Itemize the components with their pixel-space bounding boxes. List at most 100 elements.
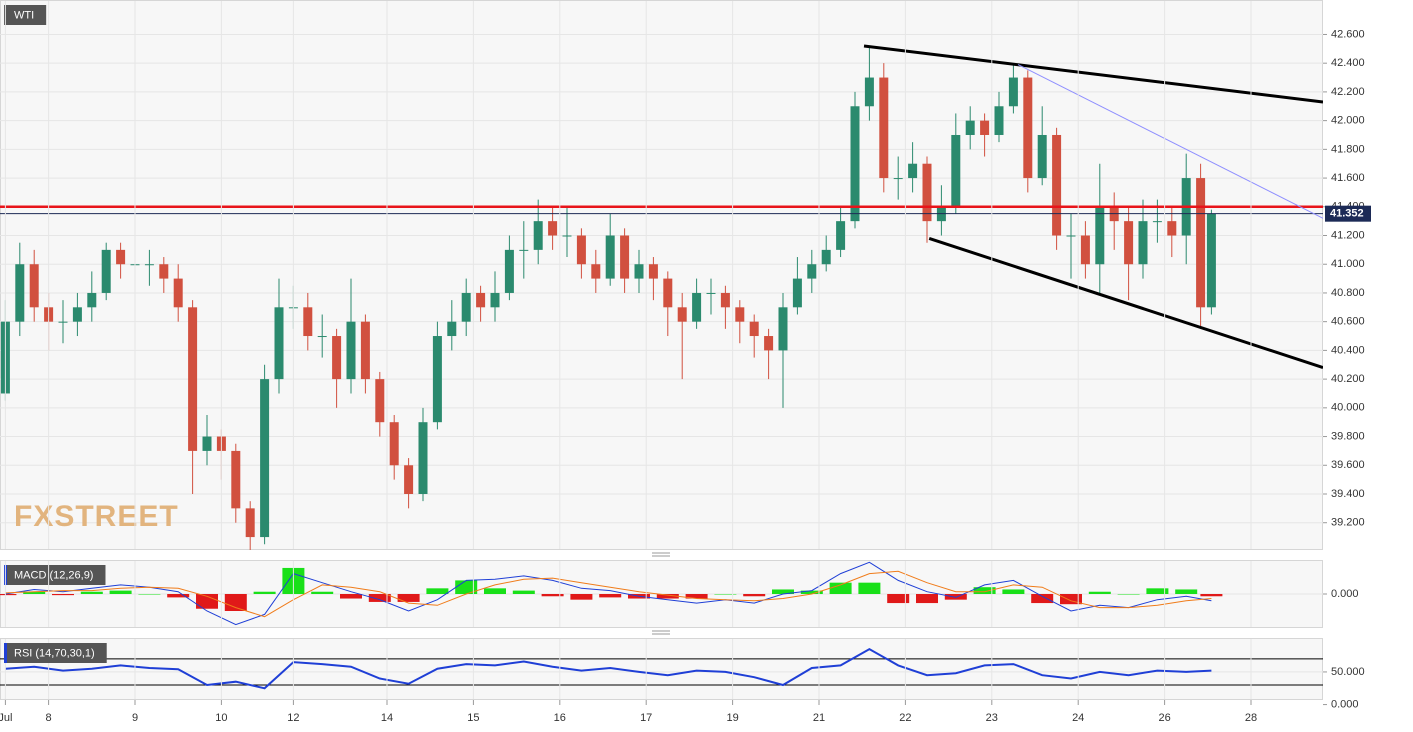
x-tick-label: 14 — [381, 712, 393, 724]
candle-body — [245, 508, 255, 538]
macd-histogram-bar — [196, 594, 218, 609]
candle-body — [749, 321, 759, 337]
candle-body — [677, 307, 687, 322]
title-box — [4, 565, 106, 585]
macd-histogram-bar — [887, 594, 910, 604]
macd-histogram-bar — [253, 591, 276, 594]
last-price-tag — [1325, 205, 1371, 222]
title-box — [4, 643, 107, 663]
candle-body — [1152, 221, 1162, 223]
macd-histogram-bar — [484, 588, 506, 594]
candle-body — [504, 249, 514, 293]
trendline — [863, 44, 1323, 104]
y-tick-label: 39.400 — [1331, 488, 1365, 500]
macd-histogram-bar — [944, 594, 967, 600]
candle-body — [447, 321, 457, 337]
x-tick-label: 10 — [215, 712, 227, 724]
x-tick-label: 28 — [1245, 712, 1257, 724]
y-tick-label: 39.200 — [1331, 517, 1365, 529]
candle-body — [864, 77, 874, 107]
candle-body — [476, 292, 486, 308]
macd-histogram-bar — [800, 590, 823, 594]
x-tick-label: 19 — [726, 712, 738, 724]
candle-body — [792, 278, 802, 308]
macd-histogram-bar — [916, 594, 938, 604]
candle-body — [605, 235, 615, 279]
macd-line — [5, 561, 1212, 626]
candle-body — [1052, 134, 1062, 236]
panel — [0, 638, 1323, 700]
candle-body — [994, 106, 1004, 135]
candle-body — [317, 336, 327, 338]
panel-content — [0, 33, 1323, 550]
macd-histogram-bar — [311, 591, 334, 594]
candle-body — [1095, 206, 1105, 265]
x-tick-label: 15 — [467, 712, 479, 724]
candle-body — [548, 221, 558, 236]
y-tick-label: 39.800 — [1331, 430, 1365, 442]
candle-body — [576, 235, 586, 265]
candle-body — [519, 249, 529, 251]
macd-histogram-bar — [685, 594, 708, 599]
macd-histogram-bar — [512, 590, 535, 594]
y-tick-label: 42.200 — [1331, 86, 1365, 98]
candle-body — [303, 307, 313, 337]
candle-body — [15, 264, 25, 322]
candle-body — [116, 249, 126, 265]
candle-body — [1023, 77, 1033, 179]
candle-body — [58, 321, 68, 323]
candle-body — [735, 307, 745, 322]
macd-histogram-bar — [570, 594, 593, 600]
macd-histogram-bar — [0, 594, 17, 596]
macd-histogram-bar — [858, 582, 881, 594]
title-box — [4, 5, 47, 25]
y-tick-label: 40.200 — [1331, 373, 1365, 385]
candle-body — [922, 163, 932, 222]
y-tick-label: 50.000 — [1331, 666, 1365, 678]
candle-body — [1066, 235, 1076, 237]
candle-body — [72, 307, 82, 322]
title-stripe — [4, 643, 7, 663]
macd-histogram-bar — [1200, 594, 1223, 597]
candle-body — [490, 292, 500, 308]
candle-body — [850, 106, 860, 222]
macd-histogram-bar — [656, 594, 679, 599]
candle-body — [1037, 134, 1047, 179]
candle-body — [620, 235, 630, 279]
panel-handles — [652, 552, 670, 635]
candle-body — [144, 264, 154, 266]
candle-body — [432, 336, 442, 423]
candle-body — [562, 235, 572, 237]
panel — [0, 0, 1323, 550]
candle-body — [231, 450, 241, 509]
candle-body — [418, 422, 428, 494]
candle-body — [1196, 178, 1206, 308]
y-tick-label: 0.000 — [1331, 588, 1359, 600]
macd-histogram-bar — [426, 588, 449, 594]
x-tick-label: 22 — [899, 712, 911, 724]
panel-title: MACD (12,26,9) — [14, 569, 93, 581]
x-tick-label: 9 — [132, 712, 138, 724]
macd-histogram-bar — [1088, 591, 1111, 594]
trendline — [1017, 64, 1323, 219]
y-tick-label: 0.000 — [1331, 698, 1359, 710]
candle-body — [360, 321, 370, 380]
macd-histogram-bar — [397, 594, 420, 602]
y-tick-label: 40.400 — [1331, 344, 1365, 356]
y-tick-label: 39.600 — [1331, 459, 1365, 471]
candle-body — [274, 307, 284, 380]
candle-body — [1080, 235, 1090, 265]
y-tick-label: 40.000 — [1331, 402, 1365, 414]
candle-body — [1008, 77, 1018, 107]
y-tick-label: 42.000 — [1331, 115, 1365, 127]
y-tick-label: 41.800 — [1331, 143, 1365, 155]
candle-body — [202, 436, 212, 451]
candle-body — [332, 336, 342, 380]
macd-histogram-bar — [224, 594, 247, 611]
candle-body — [461, 292, 471, 322]
candle-body — [87, 292, 97, 308]
candle-body — [188, 307, 198, 451]
macd-line — [5, 570, 1212, 618]
